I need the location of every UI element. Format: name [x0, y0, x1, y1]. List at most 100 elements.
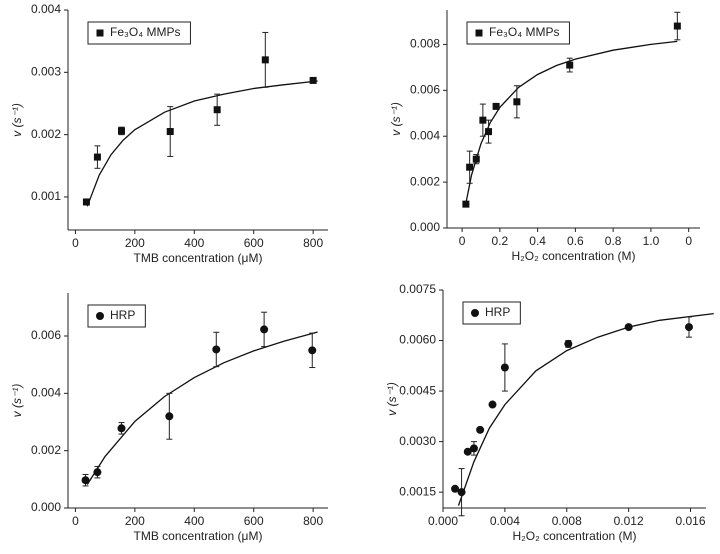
x-tick-label: 200	[125, 514, 145, 528]
x-tick-label: 0	[459, 234, 466, 248]
legend: Fe₃O₄ MMPs	[87, 21, 191, 45]
y-tick-label: 0.004	[31, 2, 61, 16]
y-tick-label: 0.0030	[399, 434, 436, 448]
y-tick-label: 0.002	[31, 127, 61, 141]
data-point	[309, 76, 317, 84]
data-point	[166, 128, 174, 136]
data-point	[212, 345, 221, 354]
x-tick-label: 0.000	[428, 514, 458, 528]
y-axis-label: v (s⁻¹)	[10, 103, 24, 137]
data-point	[463, 447, 472, 456]
legend-box	[87, 304, 146, 328]
data-point	[485, 128, 493, 136]
legend: Fe₃O₄ MMPs	[466, 21, 570, 45]
legend-label: HRP	[110, 308, 135, 322]
legend-marker	[471, 309, 479, 317]
legend-marker	[96, 29, 104, 37]
fit-curve	[465, 40, 678, 204]
data-point	[624, 323, 633, 332]
legend-label: HRP	[485, 305, 510, 319]
y-axis-label: v (s⁻¹)	[389, 102, 403, 136]
data-point	[117, 424, 126, 433]
x-axis-label: TMB concentration (μM)	[134, 529, 263, 543]
legend-marker	[475, 29, 483, 37]
y-tick-label: 0.000	[410, 220, 440, 234]
x-tick-label: 200	[125, 236, 145, 250]
x-tick-label: 400	[184, 514, 204, 528]
x-tick-label: 0.4	[529, 234, 546, 248]
x-tick-label: 800	[303, 236, 323, 250]
data-point	[466, 163, 474, 171]
x-tick-label: 0	[72, 236, 79, 250]
data-point	[476, 425, 485, 434]
x-tick-label: 0.8	[605, 234, 622, 248]
x-tick-label: 1.0	[643, 234, 660, 248]
data-point	[564, 339, 573, 348]
data-point	[488, 400, 497, 409]
y-tick-label: 0.008	[410, 37, 440, 51]
x-tick-label: 0.2	[492, 234, 509, 248]
x-tick-label: 0.016	[676, 514, 706, 528]
y-tick-label: 0.002	[31, 443, 61, 457]
x-tick-label: 0.012	[614, 514, 644, 528]
panel: 0.000 0.002 0.004 0.006 0.008 0 0.2 0.4 0.6 0.8 1.…	[389, 10, 700, 263]
y-tick-label: 0.002	[410, 174, 440, 188]
data-point	[117, 127, 125, 135]
data-point	[261, 56, 269, 64]
x-tick-label: 600	[244, 236, 264, 250]
data-point	[451, 484, 460, 493]
data-point	[566, 61, 574, 69]
y-tick-label: 0.0060	[399, 333, 436, 347]
data-point	[479, 116, 487, 124]
data-point	[308, 346, 317, 355]
data-point	[513, 98, 521, 106]
panel: 0.0015 0.0030 0.0045 0.0060 0.0075 0.000 0.004…	[385, 282, 714, 543]
legend: HRP	[462, 301, 521, 325]
legend-box	[466, 21, 570, 45]
data-point	[260, 325, 269, 334]
y-axis-label: v (s⁻¹)	[10, 384, 24, 418]
data-point	[472, 155, 480, 163]
y-tick-label: 0.001	[31, 189, 61, 203]
y-tick-label: 0.0015	[399, 484, 436, 498]
legend-box	[87, 21, 191, 45]
x-tick-label: 400	[184, 236, 204, 250]
data-point	[213, 106, 221, 114]
x-axis-label: TMB concentration (μM)	[134, 251, 263, 265]
fit-curve	[457, 312, 714, 506]
data-point	[93, 153, 101, 161]
y-tick-label: 0.0045	[399, 383, 436, 397]
data-point	[457, 488, 466, 497]
x-tick-label: 0	[72, 514, 79, 528]
data-point	[469, 444, 478, 453]
x-tick-label: 0.6	[567, 234, 584, 248]
fit-curve	[86, 80, 318, 207]
legend-marker	[96, 312, 104, 320]
data-point	[500, 363, 509, 372]
legend: HRP	[87, 304, 146, 328]
legend-label: Fe₃O₄ MMPs	[489, 25, 559, 39]
y-tick-label: 0.006	[31, 328, 61, 342]
x-tick-label: 600	[244, 514, 264, 528]
x-axis-label: H₂O₂ concentration (M)	[512, 529, 636, 543]
data-point	[82, 198, 90, 206]
y-tick-label: 0.000	[31, 500, 61, 514]
x-axis-label: H₂O₂ concentration (M)	[511, 249, 635, 263]
y-tick-label: 0.0075	[399, 282, 436, 296]
y-tick-label: 0.003	[31, 64, 61, 78]
data-point	[492, 102, 500, 110]
data-point	[462, 200, 470, 208]
y-tick-label: 0.006	[410, 82, 440, 96]
data-point	[93, 468, 102, 477]
fit-curve	[86, 331, 318, 485]
x-tick-label: 0.004	[490, 514, 520, 528]
data-point	[165, 412, 174, 421]
panel: 0.001 0.002 0.003 0.004 0 200 400 600 800 TMB con…	[10, 2, 328, 265]
legend-label: Fe₃O₄ MMPs	[110, 25, 180, 39]
x-tick-label: 800	[303, 514, 323, 528]
data-point	[673, 22, 681, 30]
x-tick-label: 0	[685, 234, 692, 248]
legend-box	[462, 301, 521, 325]
data-point	[684, 323, 693, 332]
